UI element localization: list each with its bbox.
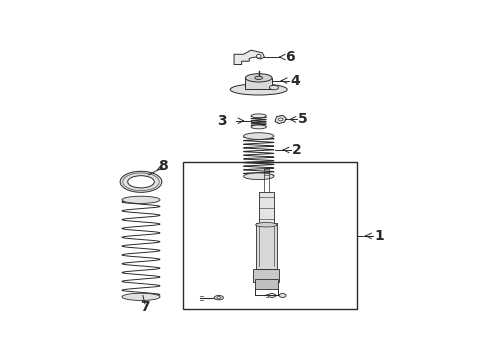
Polygon shape — [275, 115, 287, 123]
Bar — [183, 162, 358, 309]
Ellipse shape — [256, 222, 277, 227]
Ellipse shape — [230, 84, 287, 95]
Ellipse shape — [245, 74, 272, 82]
Ellipse shape — [256, 54, 261, 58]
Text: 4: 4 — [290, 74, 300, 87]
Ellipse shape — [128, 176, 154, 188]
Text: 8: 8 — [158, 159, 168, 173]
Bar — [253, 269, 279, 282]
Text: 2: 2 — [292, 143, 302, 157]
Bar — [259, 192, 273, 225]
Ellipse shape — [244, 133, 274, 139]
Ellipse shape — [278, 118, 283, 121]
Bar — [256, 223, 277, 269]
Ellipse shape — [251, 125, 267, 129]
Ellipse shape — [268, 293, 276, 297]
Bar — [255, 279, 278, 288]
Ellipse shape — [270, 85, 278, 90]
Ellipse shape — [251, 114, 267, 118]
Ellipse shape — [279, 293, 286, 297]
Text: 1: 1 — [374, 229, 384, 243]
Text: 6: 6 — [285, 50, 295, 64]
Text: 3: 3 — [217, 114, 226, 128]
Ellipse shape — [217, 297, 220, 299]
Ellipse shape — [255, 76, 263, 80]
Ellipse shape — [120, 171, 162, 192]
Text: 5: 5 — [298, 112, 308, 126]
Ellipse shape — [244, 173, 274, 180]
Bar — [245, 78, 272, 90]
Ellipse shape — [214, 296, 223, 300]
Polygon shape — [234, 50, 265, 64]
Text: 7: 7 — [140, 300, 149, 314]
Ellipse shape — [122, 293, 160, 301]
Ellipse shape — [122, 196, 160, 203]
